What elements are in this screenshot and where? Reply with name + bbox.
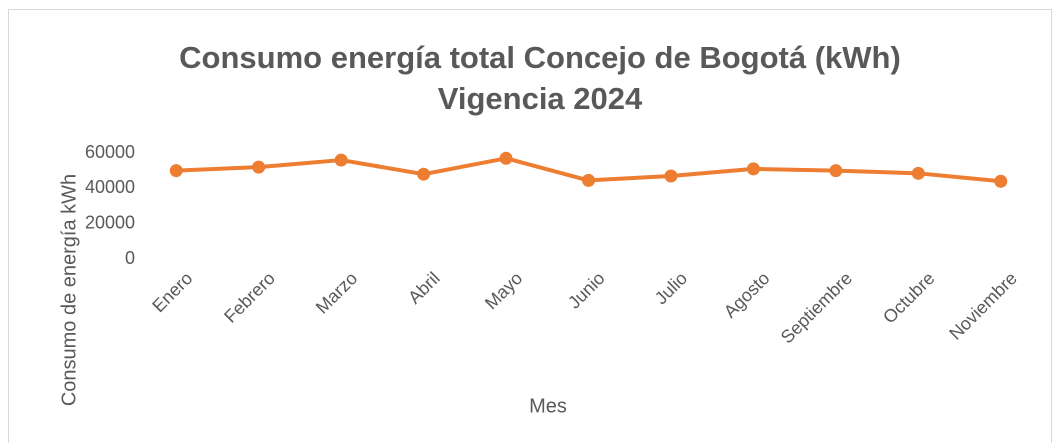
chart-title: Consumo energía total Concejo de Bogotá … — [179, 40, 901, 75]
marker — [334, 153, 348, 167]
y-tick-label: 40000 — [85, 177, 135, 197]
chart-subtitle: Vigencia 2024 — [438, 81, 643, 116]
y-tick-label: 20000 — [85, 212, 135, 232]
marker — [664, 169, 678, 183]
marker — [417, 167, 431, 181]
y-axis-title: Consumo de energía kWh — [58, 174, 80, 406]
marker — [829, 164, 843, 178]
marker — [499, 151, 513, 165]
marker — [582, 173, 595, 187]
chart-border — [8, 9, 1052, 443]
y-tick-label: 60000 — [85, 142, 135, 162]
marker — [994, 174, 1008, 188]
y-tick-label: 0 — [125, 248, 135, 268]
marker — [911, 166, 925, 180]
marker — [746, 162, 760, 176]
x-axis-title: Mes — [529, 395, 567, 417]
marker — [169, 164, 183, 178]
marker — [252, 160, 266, 174]
